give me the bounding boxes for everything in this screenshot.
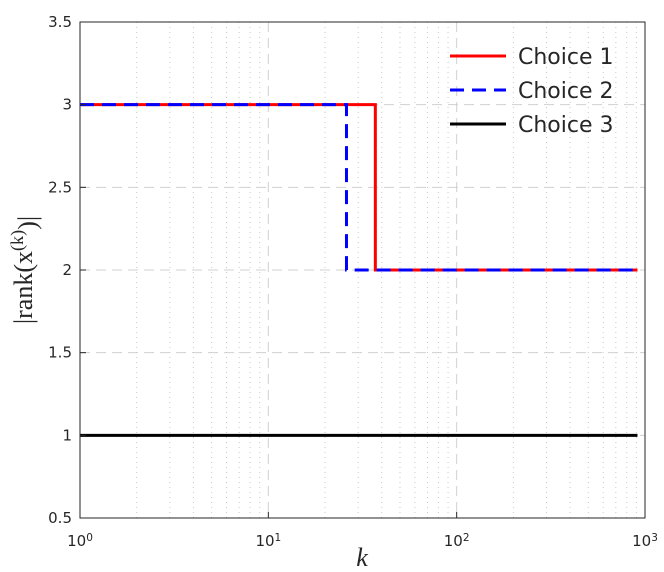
series-line <box>80 103 638 272</box>
legend: Choice 1 Choice 2 Choice 3 <box>450 45 614 138</box>
y-tick-label: 0.5 <box>48 509 72 527</box>
y-tick-label: 3 <box>62 96 72 114</box>
y-tick-label: 1.5 <box>48 344 72 362</box>
x-axis-label: k <box>356 543 368 572</box>
x-tick-label: 100 <box>67 532 93 550</box>
x-tick-label: 101 <box>255 532 281 550</box>
series-line <box>80 103 638 272</box>
legend-label: Choice 1 <box>518 45 614 70</box>
y-tick-label: 3.5 <box>48 13 72 31</box>
y-axis-label: |rank(x(k))| <box>7 216 42 324</box>
x-tick-label: 103 <box>632 532 658 550</box>
x-tick-label: 102 <box>444 532 470 550</box>
y-tick-label: 1 <box>62 426 72 444</box>
legend-label: Choice 3 <box>518 113 614 138</box>
y-tick-label: 2 <box>62 261 72 279</box>
legend-label: Choice 2 <box>518 79 614 104</box>
lines <box>80 103 638 437</box>
y-tick-label: 2.5 <box>48 178 72 196</box>
